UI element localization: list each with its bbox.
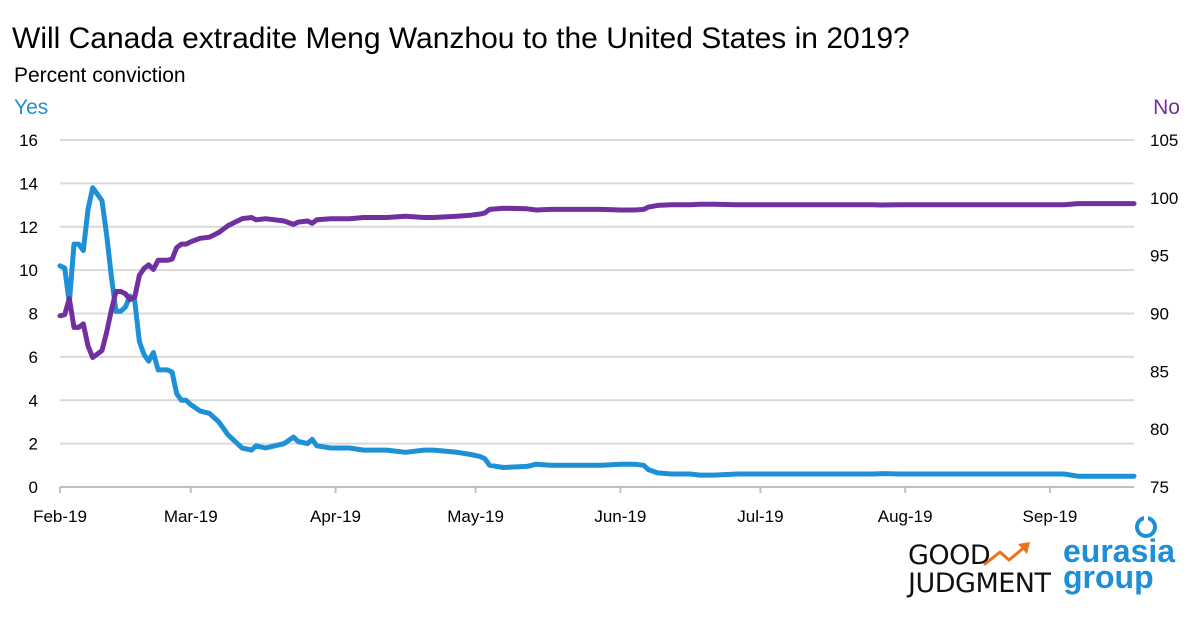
right-axis-ticks: 75 80 85 90 95 100 105 bbox=[1150, 131, 1178, 497]
x-tick-label: Sep-19 bbox=[1023, 507, 1078, 526]
eurasia-logo-line2: group bbox=[1063, 559, 1154, 595]
eurasia-group-logo: eurasia group bbox=[1063, 514, 1175, 595]
gridlines bbox=[60, 139, 1134, 488]
left-tick-label: 2 bbox=[29, 435, 38, 454]
eurasia-logo-line1: eurasia bbox=[1063, 533, 1175, 569]
x-tick-label: Jun-19 bbox=[594, 507, 646, 526]
chart-title: Will Canada extradite Meng Wanzhou to th… bbox=[12, 22, 910, 55]
x-tick-label: Mar-19 bbox=[164, 507, 218, 526]
x-tick-label: Aug-19 bbox=[878, 507, 933, 526]
trend-arrowhead-icon bbox=[1018, 542, 1030, 554]
good-judgment-logo-line2: JUDGMENT bbox=[906, 568, 1051, 599]
right-tick-label: 75 bbox=[1150, 478, 1169, 497]
chart-subtitle: Percent conviction bbox=[14, 64, 186, 87]
left-tick-label: 6 bbox=[29, 348, 38, 367]
right-tick-label: 85 bbox=[1150, 362, 1169, 381]
left-tick-label: 4 bbox=[29, 391, 38, 410]
x-axis: Feb-19 Mar-19 Apr-19 May-19 Jun-19 Jul-19 Aug-… bbox=[33, 486, 1134, 526]
series-lines bbox=[57, 185, 1137, 479]
left-axis-ticks: 0 2 4 6 8 10 12 14 16 bbox=[19, 131, 38, 497]
series-line-yes bbox=[57, 185, 1137, 479]
left-tick-label: 8 bbox=[29, 305, 38, 324]
left-axis-label: Yes bbox=[14, 96, 48, 119]
x-tick-label: May-19 bbox=[447, 507, 504, 526]
right-tick-label: 100 bbox=[1150, 189, 1178, 208]
left-tick-label: 14 bbox=[19, 174, 38, 193]
left-tick-label: 12 bbox=[19, 218, 38, 237]
good-judgment-logo-line1: GOOD bbox=[908, 540, 990, 571]
x-tick-label: Jul-19 bbox=[737, 507, 783, 526]
trend-arrow-icon bbox=[983, 544, 1028, 566]
right-tick-label: 80 bbox=[1150, 420, 1169, 439]
good-judgment-logo: GOOD JUDGMENT bbox=[906, 540, 1052, 599]
right-tick-label: 105 bbox=[1150, 131, 1178, 150]
left-tick-label: 16 bbox=[19, 131, 38, 150]
right-axis-label: No bbox=[1153, 96, 1180, 119]
series-line-no bbox=[57, 201, 1137, 360]
left-tick-label: 10 bbox=[19, 261, 38, 280]
right-tick-label: 95 bbox=[1150, 247, 1169, 266]
x-tick-label: Feb-19 bbox=[33, 507, 87, 526]
x-tick-label: Apr-19 bbox=[310, 507, 361, 526]
left-tick-label: 0 bbox=[29, 478, 38, 497]
right-tick-label: 90 bbox=[1150, 305, 1169, 324]
eurasia-swirl-icon bbox=[1135, 514, 1157, 538]
